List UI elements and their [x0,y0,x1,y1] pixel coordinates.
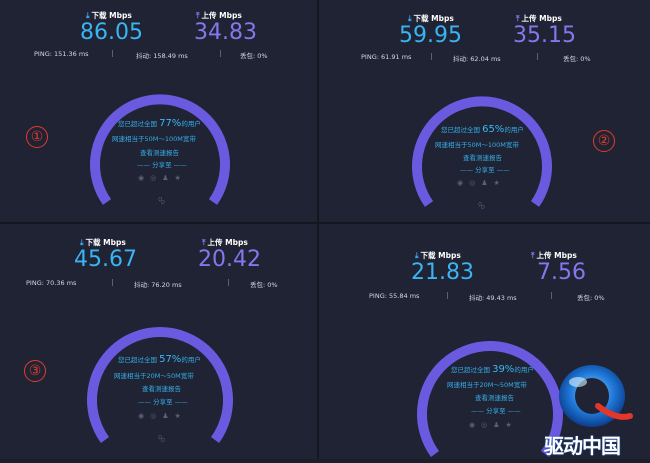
upload-value: 20.42 [198,247,261,272]
jitter-value: 抖动: 49.43 ms [469,294,517,302]
separator [551,292,552,299]
wechat-icon[interactable]: ◉ [469,421,476,429]
weibo-icon[interactable]: ◎ [469,179,476,187]
jitter-value: 抖动: 76.20 ms [134,281,182,289]
favorite-icon[interactable]: ★ [493,179,500,187]
panel-marker-1: ① [26,126,48,148]
gauge-summary: 您已超过全国 57%的用户 [118,354,201,365]
share-icons: ◉ ◎ ♟ ★ [469,421,512,429]
separator [537,53,538,60]
panel-divider-horizontal [0,222,650,224]
upload-label: ⤒ 上传 Mbps [202,238,248,247]
download-value: 59.95 [399,23,462,48]
jitter-value: 抖动: 158.49 ms [136,52,188,60]
share-label: —— 分享至 —— [460,166,510,174]
separator [220,50,221,57]
download-icon: ⤓ [415,251,419,260]
view-report-link[interactable]: 查看测速报告 [475,394,514,402]
download-icon: ⤓ [408,14,412,23]
bandwidth-equivalent: 网速相当于50M～100M宽带 [112,135,196,143]
separator [112,50,113,57]
download-icon: ⤓ [80,238,84,247]
upload-icon: ⤒ [196,11,200,20]
download-icon: ⤓ [86,11,90,20]
view-report-link[interactable]: 查看测速报告 [140,149,179,157]
ping-value: PING: 61.91 ms [361,53,412,61]
speed-gauge [417,341,563,457]
share-icons: ◉ ◎ ♟ ★ [138,174,181,182]
panel-marker-3: ③ [24,360,46,382]
surpass-percent: 57% [159,354,182,365]
speed-gauge [412,96,552,207]
gauge-summary: 您已超过全国 77%的用户 [118,118,201,129]
weibo-icon[interactable]: ◎ [150,412,157,420]
bandwidth-equivalent: 网速相当于20M～50M宽带 [114,372,194,380]
panel-marker-2: ② [593,130,615,152]
download-label: ⤓ 下载 Mbps [80,238,126,247]
bandwidth-equivalent: 网速相当于50M～100M宽带 [435,141,519,149]
site-logo: 驱动中国 [538,360,650,459]
speed-gauge [90,94,230,205]
wechat-icon[interactable]: ◉ [457,179,464,187]
speedtest-panel-3: ⤓ 下载 Mbps ⤒ 上传 Mbps 45.67 20.42 PING: 70.3… [0,224,317,459]
logo-q-icon [559,365,633,427]
separator [447,292,448,299]
favorite-icon[interactable]: ★ [174,174,181,182]
upload-icon: ⤒ [531,251,535,260]
gauge-summary: 您已超过全国 65%的用户 [441,124,524,135]
favorite-icon[interactable]: ★ [505,421,512,429]
download-label: ⤓ 下载 Mbps [408,14,454,23]
ping-value: PING: 151.36 ms [34,50,89,58]
share-label: —— 分享至 —— [137,161,187,169]
share-icons: ◉ ◎ ♟ ★ [138,412,181,420]
loss-value: 丢包: 0% [250,281,278,289]
gauge-summary: 您已超过全国 39%的用户 [451,364,534,375]
separator [228,279,229,286]
bandwidth-equivalent: 网速相当于20M～50M宽带 [447,381,527,389]
download-value: 45.67 [74,247,137,272]
share-label: —— 分享至 —— [138,398,188,406]
panel-divider-vertical [317,0,319,459]
separator [431,53,432,60]
jitter-value: 抖动: 62.04 ms [453,55,501,63]
separator [112,279,113,286]
qq-icon[interactable]: ♟ [481,179,488,187]
view-report-link[interactable]: 查看测速报告 [463,154,502,162]
surpass-percent: 39% [492,364,515,375]
upload-value: 34.83 [194,20,257,45]
upload-label: ⤒ 上传 Mbps [531,251,577,260]
weibo-icon[interactable]: ◎ [481,421,488,429]
loss-value: 丢包: 0% [240,52,268,60]
upload-icon: ⤒ [202,238,206,247]
ping-value: PING: 70.36 ms [26,279,77,287]
upload-label: ⤒ 上传 Mbps [196,11,242,20]
surpass-percent: 77% [159,118,182,129]
surpass-percent: 65% [482,124,505,135]
qq-icon[interactable]: ♟ [162,412,169,420]
upload-label: ⤒ 上传 Mbps [516,14,562,23]
download-value: 21.83 [411,260,474,285]
view-report-link[interactable]: 查看测速报告 [142,385,181,393]
upload-value: 7.56 [537,260,586,285]
loss-value: 丢包: 0% [563,55,591,63]
upload-value: 35.15 [513,23,576,48]
wechat-icon[interactable]: ◉ [138,412,145,420]
loss-value: 丢包: 0% [577,294,605,302]
qq-icon[interactable]: ♟ [162,174,169,182]
download-label: ⤓ 下载 Mbps [86,11,132,20]
share-label: —— 分享至 —— [471,407,521,415]
weibo-icon[interactable]: ◎ [150,174,157,182]
logo-text: 驱动中国 [544,434,621,458]
favorite-icon[interactable]: ★ [174,412,181,420]
upload-icon: ⤒ [516,14,520,23]
speedtest-panel-2: ⤓ 下载 Mbps ⤒ 上传 Mbps 59.95 35.15 PING: 61.9… [319,0,650,222]
speedtest-panel-1: ⤓ 下载 Mbps ⤒ 上传 Mbps 86.05 34.83 PING: 151.… [0,0,317,222]
download-value: 86.05 [80,20,143,45]
download-label: ⤓ 下载 Mbps [415,251,461,260]
ping-value: PING: 55.84 ms [369,292,420,300]
wechat-icon[interactable]: ◉ [138,174,145,182]
qq-icon[interactable]: ♟ [493,421,500,429]
speed-gauge [87,327,233,443]
share-icons: ◉ ◎ ♟ ★ [457,179,500,187]
